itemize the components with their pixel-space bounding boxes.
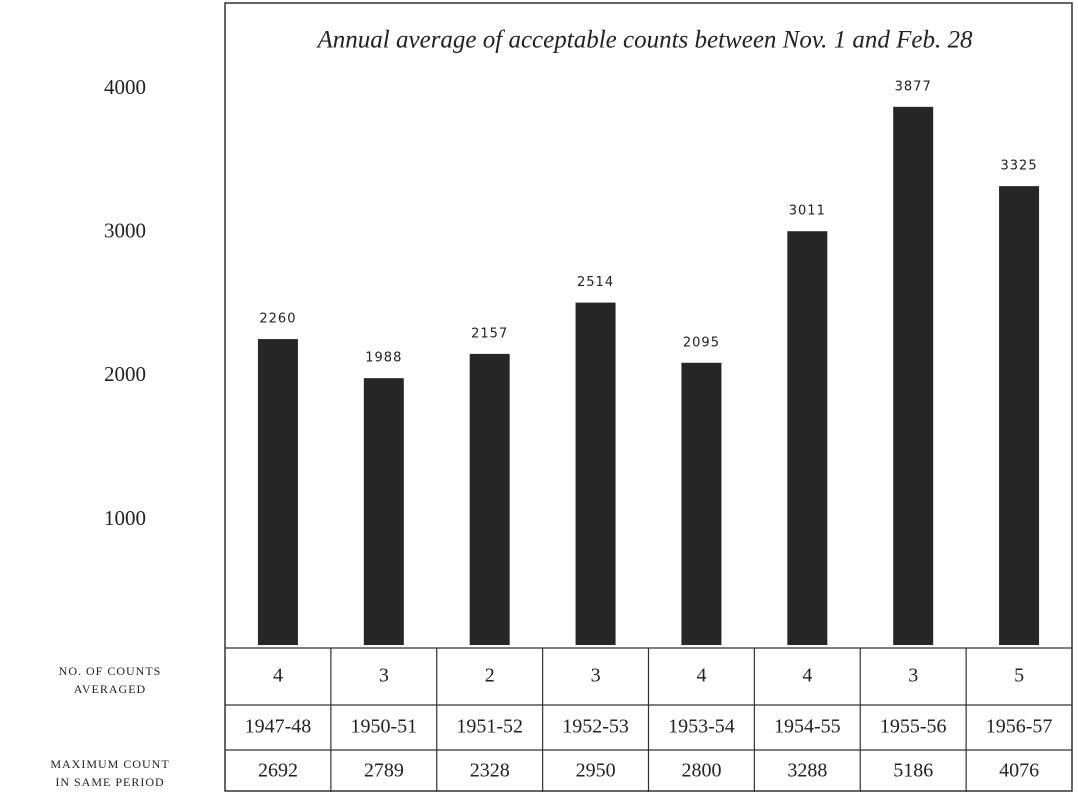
x-tick-label: 1954-55 xyxy=(774,716,841,738)
bar xyxy=(681,362,722,645)
value-label: 2514 xyxy=(577,275,614,290)
y-tick-label: 2000 xyxy=(104,362,146,386)
row-label: AVERAGED xyxy=(74,682,146,696)
max-cell: 4076 xyxy=(999,760,1039,782)
value-label: 1988 xyxy=(365,351,402,366)
x-tick-label: 1950-51 xyxy=(350,716,417,738)
x-tick-label: 1951-52 xyxy=(456,716,523,738)
count-cell: 3 xyxy=(591,665,601,687)
max-cell: 2692 xyxy=(258,760,298,782)
row-label: IN SAME PERIOD xyxy=(55,775,164,789)
max-cell: 2950 xyxy=(576,760,616,782)
x-tick-label: 1952-53 xyxy=(562,716,629,738)
max-cell: 2328 xyxy=(470,760,510,782)
max-cell: 2800 xyxy=(681,760,721,782)
count-cell: 4 xyxy=(696,665,706,687)
max-cell: 5186 xyxy=(893,760,933,782)
bar xyxy=(893,106,934,645)
bar xyxy=(999,186,1040,646)
y-tick-label: 3000 xyxy=(104,219,146,243)
count-cell: 4 xyxy=(273,665,283,687)
max-cell: 2789 xyxy=(364,760,404,782)
count-cell: 2 xyxy=(485,665,495,687)
value-label: 2260 xyxy=(259,312,296,327)
y-tick-label: 1000 xyxy=(104,506,146,530)
y-tick-label: 4000 xyxy=(104,75,146,99)
count-cell: 4 xyxy=(802,665,812,687)
value-label: 3325 xyxy=(1001,159,1038,174)
x-tick-label: 1953-54 xyxy=(668,716,735,738)
count-cell: 3 xyxy=(379,665,389,687)
value-label: 3011 xyxy=(789,204,826,219)
bar xyxy=(363,378,404,645)
x-tick-label: 1956-57 xyxy=(986,716,1053,738)
row-label: MAXIMUM COUNT xyxy=(50,757,169,771)
count-cell: 5 xyxy=(1014,665,1024,687)
x-tick-label: 1955-56 xyxy=(880,716,947,738)
bar xyxy=(575,302,616,645)
chart-title: Annual average of acceptable counts betw… xyxy=(316,27,973,54)
value-label: 2157 xyxy=(471,326,508,341)
bar xyxy=(787,231,828,645)
bar xyxy=(257,339,298,645)
bar xyxy=(469,353,510,645)
row-label: NO. OF COUNTS xyxy=(59,664,162,678)
x-tick-label: 1947-48 xyxy=(245,716,312,738)
value-label: 2095 xyxy=(683,335,720,350)
count-cell: 3 xyxy=(908,665,918,687)
value-label: 3877 xyxy=(895,79,932,94)
max-cell: 3288 xyxy=(787,760,827,782)
